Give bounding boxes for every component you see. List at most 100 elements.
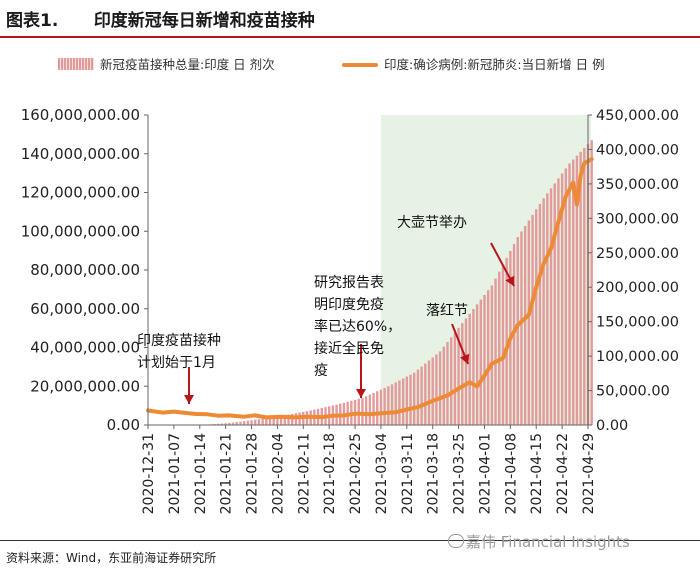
bar — [486, 290, 490, 425]
bar — [394, 382, 397, 425]
bar — [527, 220, 531, 425]
arrow-vaccine-start-head — [184, 395, 194, 404]
x-tick-label: 2021-03-04 — [374, 433, 390, 514]
legend-swatch-line — [342, 63, 378, 67]
bar — [401, 378, 405, 425]
bar — [287, 414, 290, 425]
left-tick-label: 0.00 — [107, 416, 140, 434]
arrow-immunity-report-head — [356, 389, 366, 398]
bar — [235, 422, 238, 425]
left-tick-label: 160,000,000.00 — [21, 106, 140, 124]
arrow-holi-head — [460, 353, 470, 364]
bar — [457, 327, 460, 425]
source-divider — [0, 540, 700, 541]
bar — [453, 332, 457, 425]
right-tick-label: 350,000.00 — [596, 177, 679, 193]
bar — [283, 415, 287, 425]
bar — [413, 372, 416, 425]
bar — [483, 294, 486, 425]
bar — [220, 423, 224, 425]
bar — [427, 360, 431, 425]
x-tick-label: 2021-02-25 — [348, 433, 364, 514]
bar — [398, 380, 401, 425]
bar — [531, 214, 534, 425]
left-tick-label: 140,000,000.00 — [21, 145, 140, 163]
x-tick-label: 2021-02-11 — [296, 433, 312, 514]
bar — [420, 366, 423, 425]
watermark-text: 嘉伟 Financial Insights — [466, 533, 630, 551]
bar — [535, 209, 538, 425]
annotation-arrows — [184, 242, 515, 404]
x-tick-label: 2021-04-01 — [477, 433, 493, 514]
bar — [268, 417, 272, 425]
right-tick-label: 400,000.00 — [596, 142, 679, 158]
bar — [261, 418, 264, 425]
bar — [231, 422, 235, 425]
bar — [228, 422, 231, 425]
arrow-kumbh-mela-head — [505, 275, 515, 286]
bar — [549, 188, 553, 425]
bar — [405, 376, 409, 425]
x-tick-label: 2021-03-18 — [426, 433, 442, 514]
wechat-icon — [448, 534, 464, 548]
legend-label-daily-cases: 印度:确诊病例:新冠肺炎:当日新增 日 例 — [384, 57, 605, 72]
bar — [361, 397, 364, 425]
bar — [553, 183, 556, 425]
bar — [468, 313, 471, 425]
bar — [387, 386, 390, 425]
bar — [364, 396, 368, 425]
x-tick-label: 2021-01-14 — [193, 433, 209, 514]
bar — [449, 337, 453, 425]
right-tick-label: 450,000.00 — [596, 108, 679, 124]
bar — [250, 420, 253, 425]
bar — [279, 415, 283, 425]
bar — [217, 423, 220, 425]
bar — [494, 278, 497, 425]
bar — [505, 257, 508, 425]
figure-header: 图表1. 印度新冠每日新增和疫苗接种 — [0, 0, 700, 38]
bar — [479, 299, 482, 425]
bar — [583, 147, 586, 425]
chart-canvas: 0.00 20,000,000.00 40,000,000.00 60,000,000… — [21, 106, 679, 514]
x-tick-label: 2021-04-08 — [503, 433, 519, 514]
x-tick-label: 2021-04-15 — [529, 433, 545, 514]
right-tick-label: 0.00 — [596, 418, 628, 434]
bar — [265, 418, 268, 425]
bar-series — [205, 140, 593, 425]
bar — [546, 193, 549, 425]
bar — [560, 173, 564, 425]
source-note: 资料来源：Wind，东亚前海证券研究所 — [6, 551, 217, 565]
bar — [461, 323, 464, 425]
right-tick-label: 100,000.00 — [596, 349, 679, 365]
left-tick-label: 20,000,000.00 — [30, 377, 140, 395]
bar — [472, 309, 475, 425]
x-tick-label: 2021-04-22 — [555, 433, 571, 514]
bar — [498, 271, 501, 425]
x-tick-label: 2021-01-28 — [245, 433, 261, 514]
line-series-daily-cases — [146, 157, 594, 420]
bar — [579, 151, 582, 425]
right-tick-label: 50,000.00 — [596, 384, 670, 400]
legend-swatch-bars — [58, 58, 94, 70]
left-tick-label: 40,000,000.00 — [30, 339, 140, 357]
bar — [242, 421, 246, 425]
right-axis-ticks: 0.00 50,000.00 100,000.00 150,000.00 200,000… — [588, 108, 679, 434]
bar — [516, 237, 519, 425]
bar — [257, 419, 261, 425]
bar — [224, 423, 227, 425]
bar — [538, 203, 542, 425]
bar — [557, 178, 560, 425]
x-tick-label: 2021-02-04 — [270, 433, 286, 514]
bar — [542, 198, 545, 425]
bar — [435, 354, 438, 425]
left-tick-label: 80,000,000.00 — [30, 261, 140, 279]
bar — [575, 155, 579, 425]
bar — [590, 140, 593, 425]
bar — [416, 369, 420, 425]
annotation-kumbh-mela: 大壶节举办 — [397, 215, 467, 231]
x-tick-label: 2021-03-25 — [452, 433, 468, 514]
right-tick-label: 200,000.00 — [596, 280, 679, 296]
bar — [520, 231, 523, 425]
left-tick-label: 120,000,000.00 — [21, 184, 140, 202]
bar — [438, 351, 442, 425]
